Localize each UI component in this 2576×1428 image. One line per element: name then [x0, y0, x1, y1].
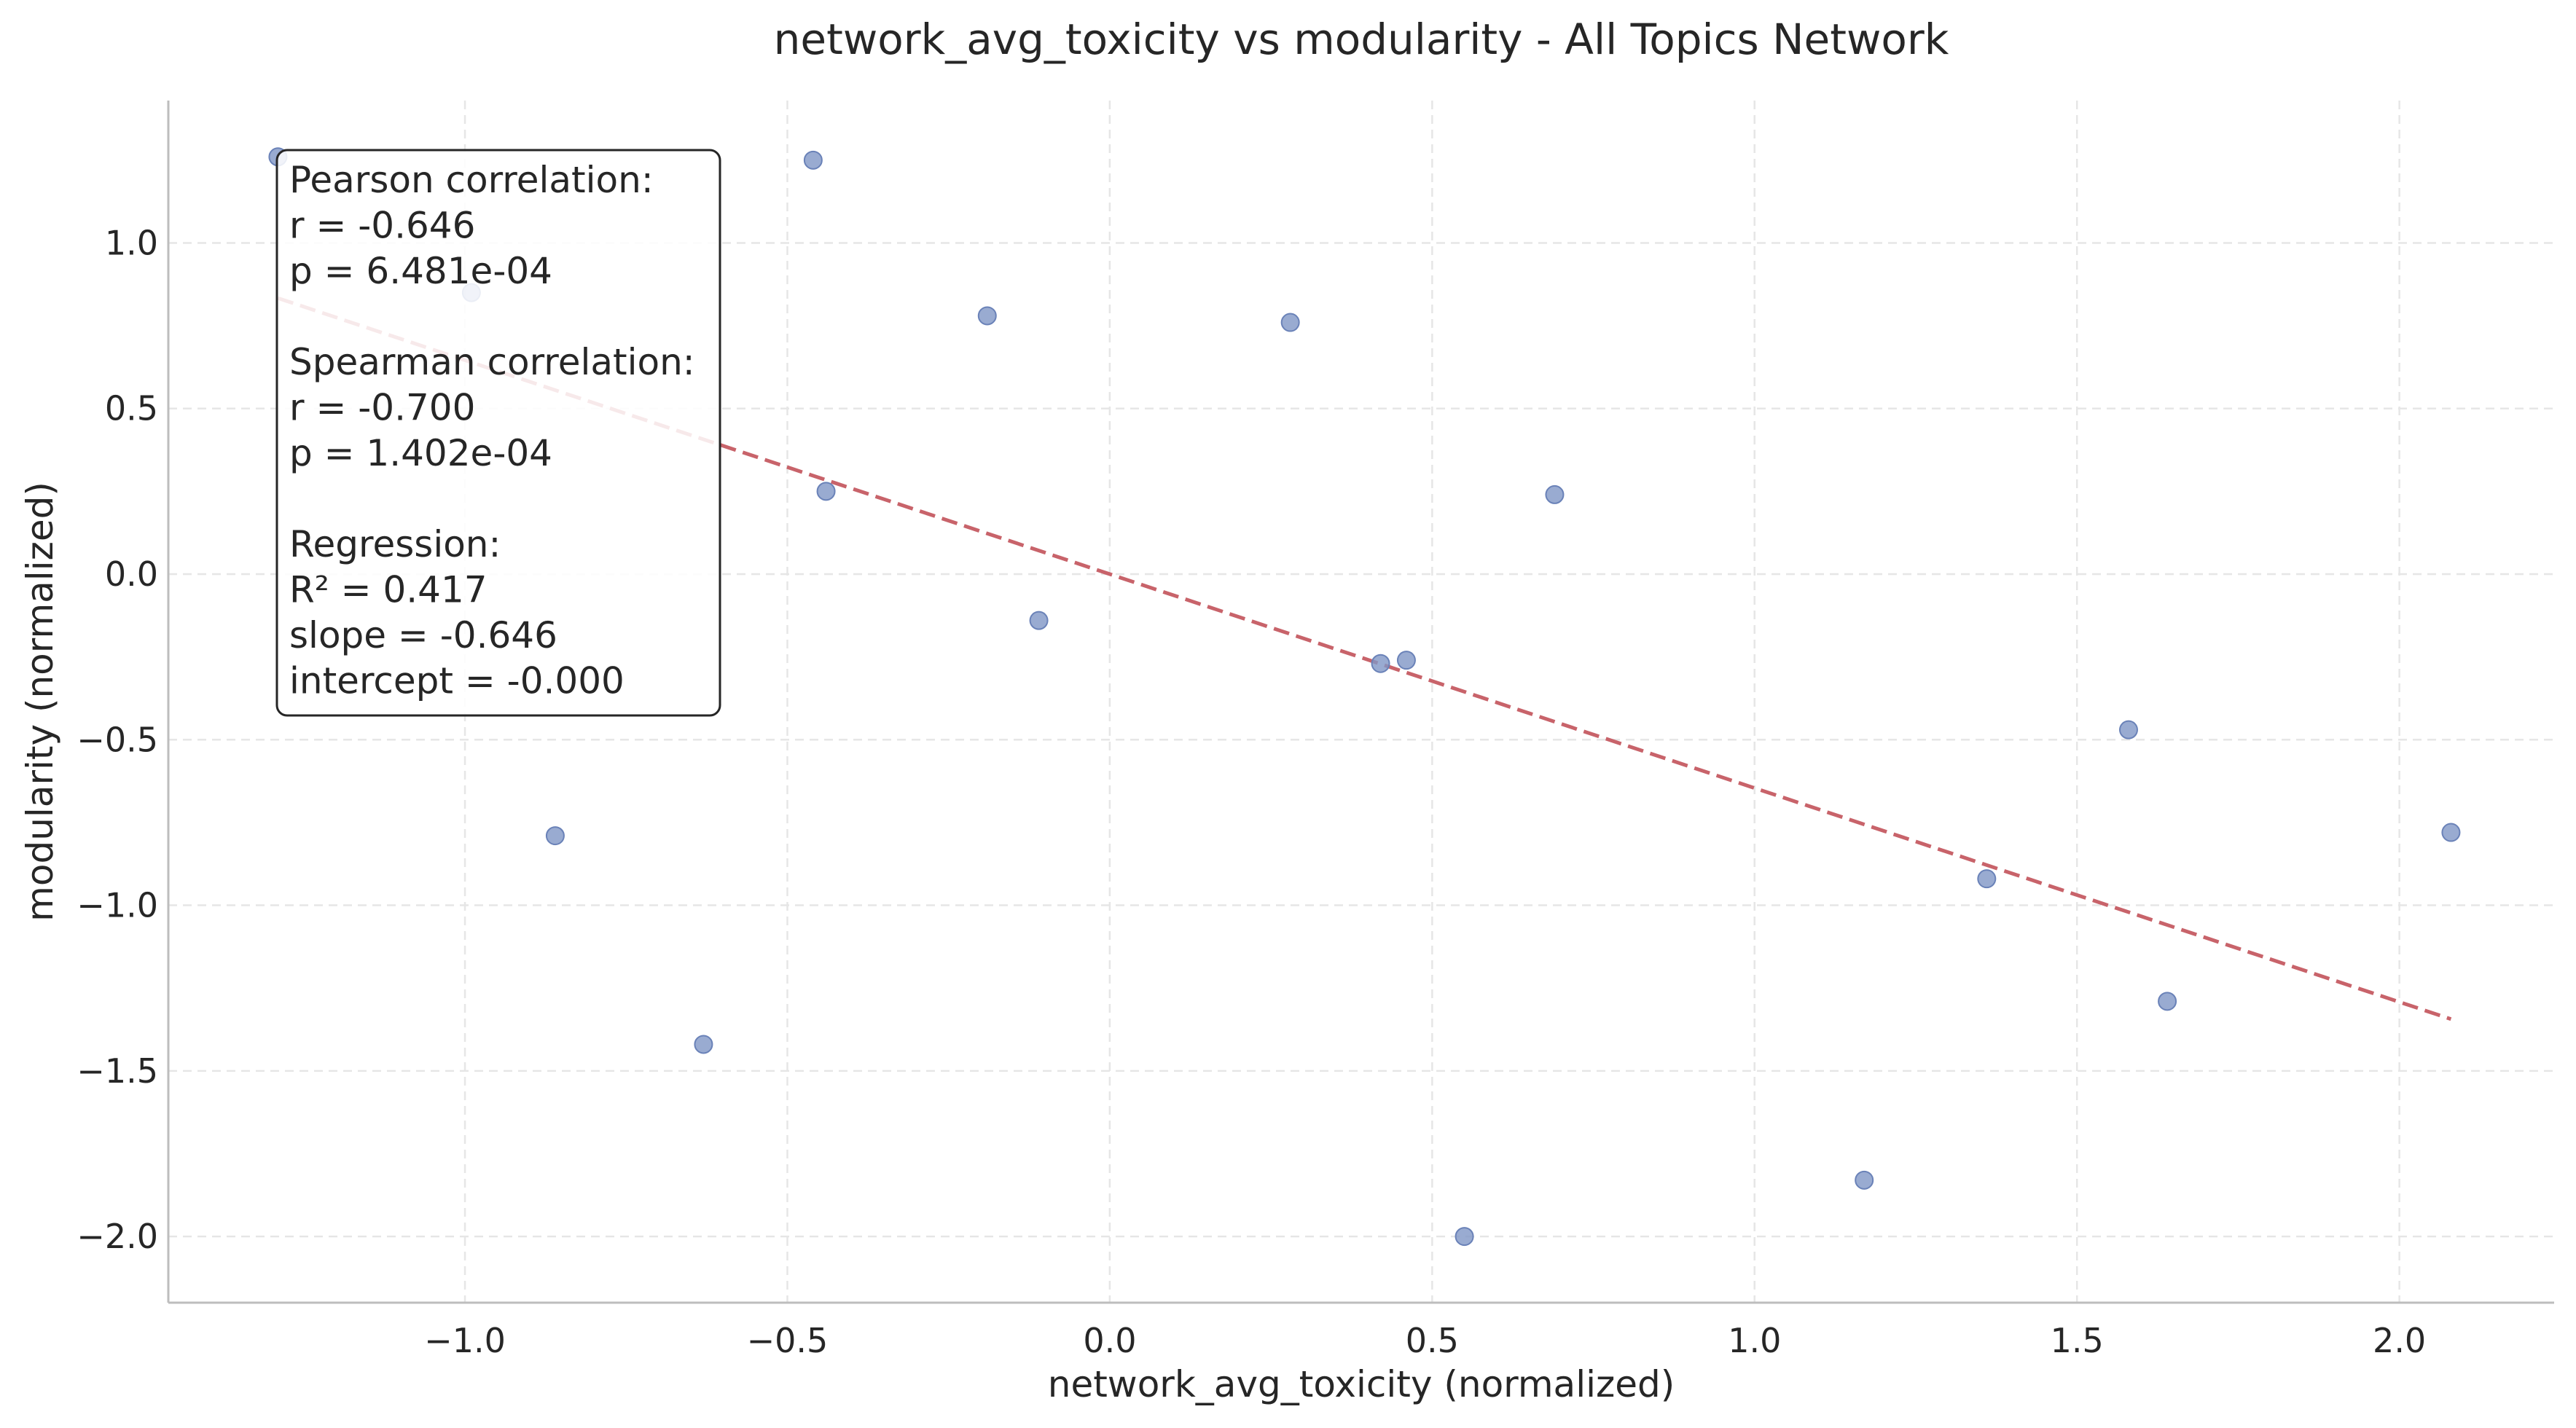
stats-lines: Pearson correlation: r = -0.646 p = 6.48…	[289, 159, 695, 702]
x-tick-label: −0.5	[747, 1321, 829, 1360]
data-point	[1371, 654, 1390, 673]
y-tick-label: −1.0	[77, 886, 158, 925]
stats-line: Pearson correlation:	[289, 159, 654, 201]
x-tick-label: 0.0	[1083, 1321, 1136, 1360]
x-tick-label: 0.5	[1406, 1321, 1459, 1360]
y-tick-label: 0.5	[105, 389, 158, 428]
data-point	[1280, 313, 1300, 332]
data-point	[1029, 611, 1049, 630]
stats-line: Spearman correlation:	[289, 341, 695, 383]
data-point	[977, 306, 997, 326]
stats-line: p = 1.402e-04	[289, 432, 552, 474]
y-tick-label: 0.0	[105, 554, 158, 594]
chart-title: network_avg_toxicity vs modularity - All…	[774, 15, 1949, 64]
x-tick-label: 1.0	[1728, 1321, 1781, 1360]
data-point	[1977, 869, 1997, 889]
stats-line: slope = -0.646	[289, 614, 557, 656]
data-point	[1396, 651, 1416, 670]
data-point	[803, 150, 823, 170]
stats-line: intercept = -0.000	[289, 660, 625, 702]
stats-line: r = -0.700	[289, 387, 475, 429]
data-point	[545, 826, 565, 846]
data-point	[2441, 823, 2461, 842]
stats-line: R² = 0.417	[289, 569, 488, 611]
data-point	[694, 1035, 713, 1054]
stats-box: Pearson correlation: r = -0.646 p = 6.48…	[275, 149, 721, 717]
x-tick-label: −1.0	[424, 1321, 506, 1360]
data-point	[1855, 1170, 1874, 1190]
stats-line: r = -0.646	[289, 205, 475, 247]
axes	[167, 101, 2554, 1304]
stats-line: Regression:	[289, 523, 501, 565]
x-tick-label: 2.0	[2373, 1321, 2426, 1360]
y-tick-label: −1.5	[77, 1051, 158, 1091]
y-tick-label: −2.0	[77, 1217, 158, 1256]
data-point	[1455, 1227, 1474, 1247]
y-tick-label: −0.5	[77, 720, 158, 759]
tick-labels: −1.0 −0.5 0.0 0.5 1.0 1.5 2.0 1.0 0.5 0.0 −0.5 −1.0…	[77, 223, 2426, 1360]
stats-box-frame	[275, 149, 721, 717]
x-axis-label: network_avg_toxicity (normalized)	[1048, 1363, 1675, 1405]
y-tick-label: 1.0	[105, 223, 158, 262]
data-point	[2118, 720, 2138, 740]
stats-line: p = 6.481e-04	[289, 250, 552, 292]
data-point	[816, 482, 836, 501]
data-point	[1545, 484, 1565, 504]
y-axis-label: modularity (normalized)	[19, 482, 61, 922]
x-tick-label: 1.5	[2051, 1321, 2104, 1360]
data-point	[2158, 992, 2177, 1011]
